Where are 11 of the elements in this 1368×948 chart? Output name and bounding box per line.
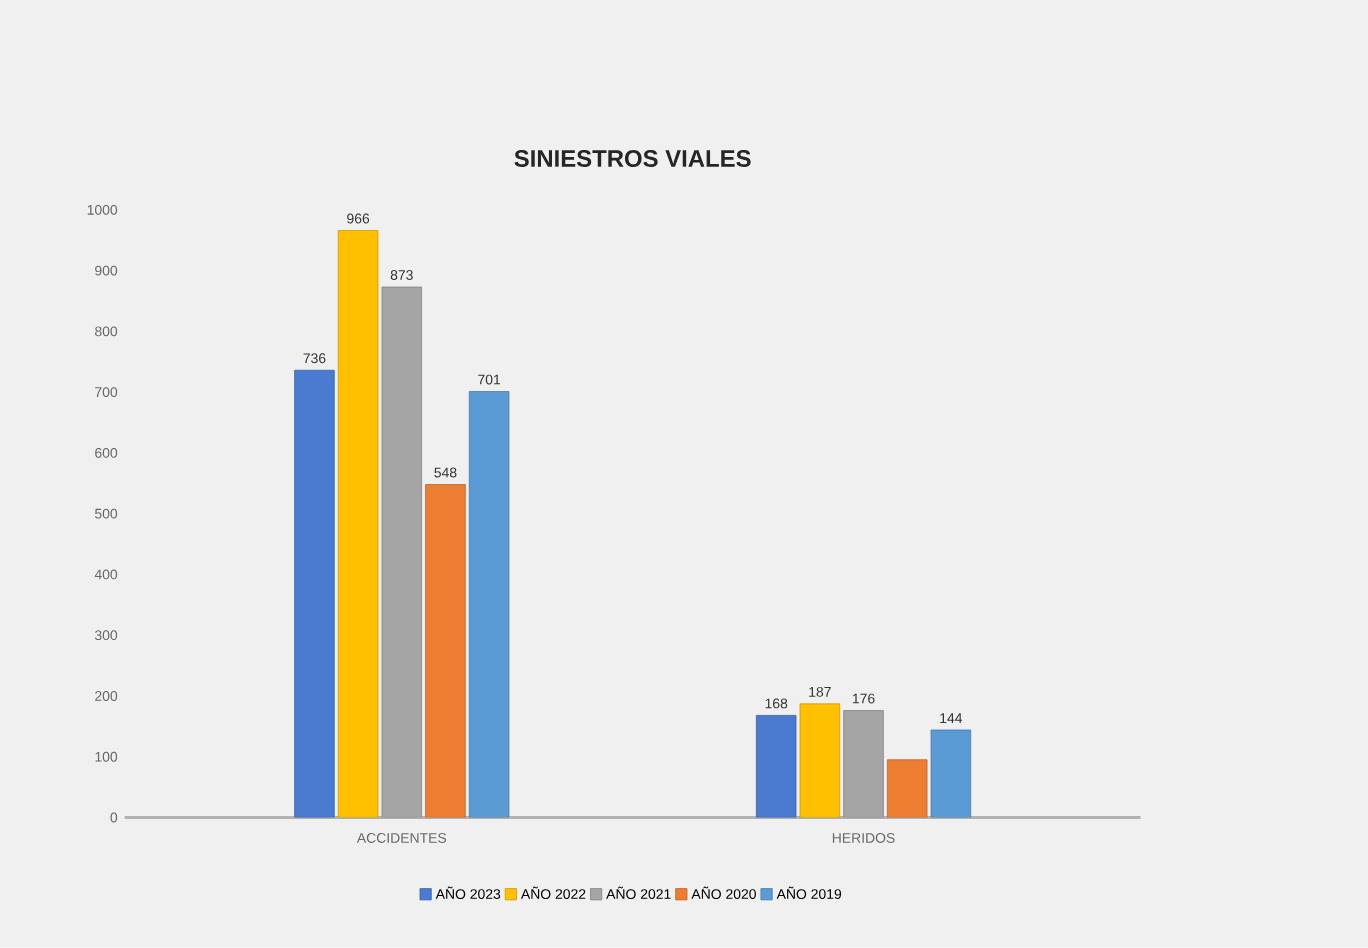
bar [425, 484, 466, 818]
bar [294, 369, 335, 818]
bar [337, 230, 379, 818]
bar [381, 286, 423, 818]
bar [930, 729, 972, 818]
chart-title: SINIESTROS VIALES [514, 150, 751, 167]
bar [799, 703, 841, 818]
bar [468, 391, 510, 818]
bar [886, 759, 928, 818]
bar [755, 715, 797, 818]
bar [843, 710, 884, 818]
